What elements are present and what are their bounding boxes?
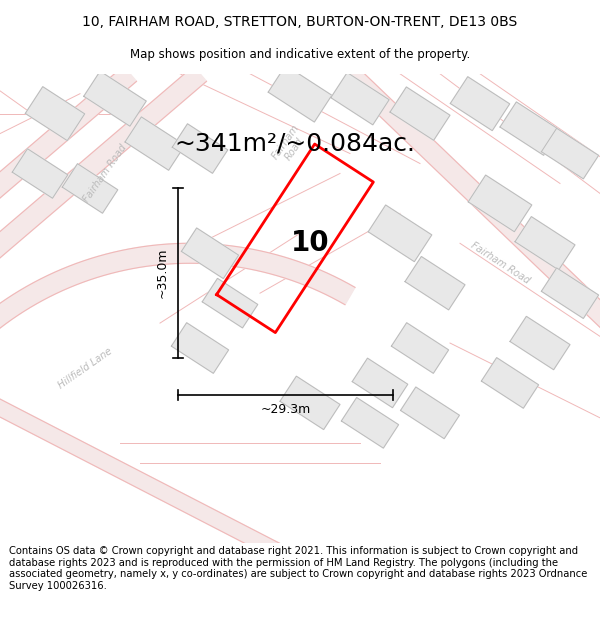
Text: Map shows position and indicative extent of the property.: Map shows position and indicative extent… [130,48,470,61]
Polygon shape [481,357,539,408]
Text: 10, FAIRHAM ROAD, STRETTON, BURTON-ON-TRENT, DE13 0BS: 10, FAIRHAM ROAD, STRETTON, BURTON-ON-TR… [82,16,518,29]
Text: ~341m²/~0.084ac.: ~341m²/~0.084ac. [175,132,415,156]
Polygon shape [12,149,68,198]
Text: Fairham
Road: Fairham Road [269,123,310,168]
Polygon shape [500,102,560,155]
Text: Fairham Road: Fairham Road [469,241,531,286]
Polygon shape [391,322,449,373]
Text: Hillfield Lane: Hillfield Lane [56,346,114,390]
Polygon shape [172,322,229,373]
Polygon shape [62,164,118,213]
Text: 10: 10 [290,229,329,258]
Polygon shape [280,376,340,429]
Polygon shape [172,124,228,173]
Polygon shape [341,398,398,448]
Polygon shape [405,256,465,310]
Polygon shape [541,268,599,319]
Polygon shape [468,175,532,232]
Polygon shape [125,117,185,170]
Polygon shape [390,87,450,141]
Text: ~35.0m: ~35.0m [155,248,169,299]
Polygon shape [352,358,408,408]
Polygon shape [401,387,460,439]
Text: Fairham Road: Fairham Road [82,142,128,204]
Polygon shape [25,87,85,141]
Polygon shape [510,316,570,370]
Polygon shape [331,72,389,125]
Polygon shape [0,243,355,374]
Polygon shape [541,128,599,179]
Polygon shape [268,66,332,122]
Polygon shape [515,217,575,270]
Polygon shape [368,205,432,262]
Polygon shape [0,66,206,261]
Polygon shape [202,278,258,328]
Text: ~29.3m: ~29.3m [260,403,311,416]
Polygon shape [0,396,284,559]
Text: Contains OS data © Crown copyright and database right 2021. This information is : Contains OS data © Crown copyright and d… [9,546,587,591]
Polygon shape [181,228,239,279]
Polygon shape [343,66,600,330]
Polygon shape [84,71,146,126]
Polygon shape [451,77,509,131]
Polygon shape [0,66,137,201]
